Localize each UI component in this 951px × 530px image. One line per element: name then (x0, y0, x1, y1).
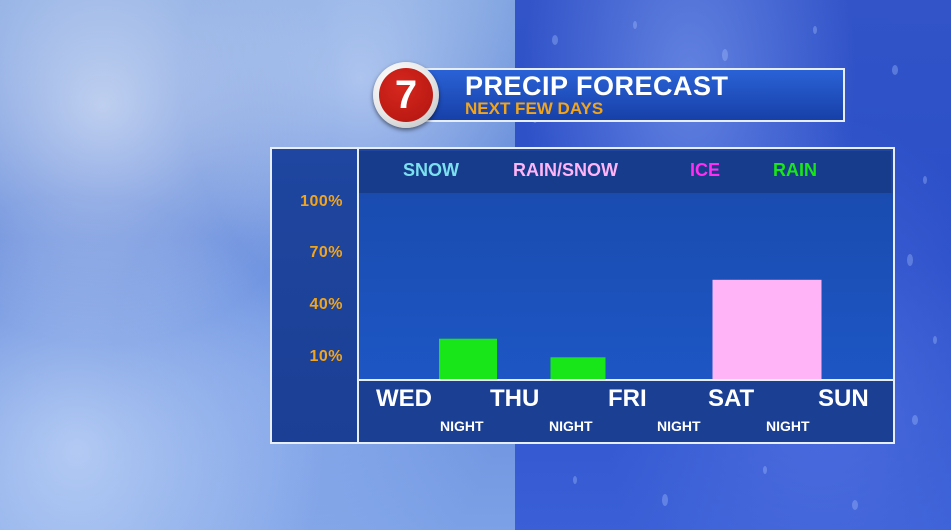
precip-chart-panel: 100% 70% 40% 10% SNOW RAIN/SNOW ICE RAIN… (270, 147, 895, 444)
axis-divider-horizontal (359, 379, 893, 381)
plot-area (359, 193, 893, 379)
legend-item-rain-snow: RAIN/SNOW (513, 160, 618, 180)
x-label-sat: SAT (708, 385, 755, 412)
x-label-night: NIGHT (549, 418, 593, 434)
raindrop-texture (533, 21, 937, 510)
x-label-wed: WED (376, 385, 432, 412)
legend-item-rain: RAIN (773, 160, 817, 180)
page-subtitle: NEXT FEW DAYS (465, 99, 604, 118)
x-label-night: NIGHT (766, 418, 810, 434)
x-label-thu: THU (490, 385, 540, 412)
x-label-fri: FRI (608, 385, 647, 412)
bar-sat-night (712, 279, 822, 379)
chart-legend: SNOW RAIN/SNOW ICE RAIN (359, 151, 891, 193)
x-label-night: NIGHT (657, 418, 701, 434)
x-label-sun: SUN (818, 385, 869, 412)
bar-wed-night (439, 338, 497, 379)
bar-thu-night (550, 357, 606, 379)
x-axis-labels: WED THU FRI SAT SUN NIGHT NIGHT NIGHT NI… (359, 381, 893, 442)
title-banner: PRECIP FORECAST NEXT FEW DAYS (410, 68, 845, 122)
legend-item-snow: SNOW (403, 160, 459, 180)
y-tick-label: 100% (300, 193, 343, 210)
legend-item-ice: ICE (690, 160, 721, 180)
axis-divider-vertical (357, 149, 359, 442)
channel-7-logo: 7 (373, 62, 439, 128)
y-tick-label: 40% (309, 296, 343, 313)
x-label-night: NIGHT (440, 418, 484, 434)
y-tick-label: 70% (309, 244, 343, 261)
y-tick-label: 10% (309, 348, 343, 365)
logo-number: 7 (379, 68, 433, 122)
y-axis-labels: 100% 70% 40% 10% (272, 149, 357, 442)
page-title: PRECIP FORECAST (465, 71, 729, 101)
bars-layer (439, 279, 822, 379)
